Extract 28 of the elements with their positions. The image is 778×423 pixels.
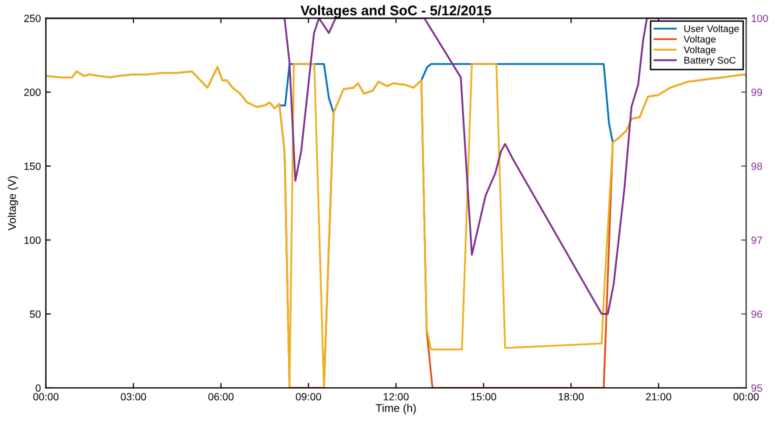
x-tick-label: 09:00: [296, 393, 322, 400]
y2-tick-label: 95: [751, 384, 762, 392]
y2-tick-label: 99: [751, 88, 762, 96]
y-tick-label: 0: [36, 384, 41, 392]
x-tick-label: 00:00: [733, 393, 759, 400]
legend-label: User Voltage: [684, 24, 739, 34]
y2-tick-label: 97: [751, 236, 762, 244]
legend-label: Battery SoC: [684, 56, 736, 66]
x-tick-label: 15:00: [471, 393, 496, 400]
y-axis-title: Voltage (V): [8, 176, 18, 230]
x-tick-label: 18:00: [558, 393, 584, 400]
legend-label: Voltage: [684, 46, 716, 56]
y-tick-label: 250: [24, 14, 41, 22]
y-tick-label: 100: [24, 236, 41, 244]
x-tick-label: 12:00: [384, 393, 409, 400]
y2-tick-label: 100: [752, 14, 768, 22]
x-axis-title: Time (h): [376, 404, 416, 414]
y-tick-label: 150: [24, 162, 41, 170]
chart-title: Voltages and SoC - 5/12/2015: [300, 5, 492, 18]
legend-label: Voltage: [684, 36, 716, 45]
y-tick-label: 50: [30, 310, 41, 318]
y2-tick-label: 96: [751, 310, 762, 318]
x-tick-label: 06:00: [208, 393, 234, 400]
y-tick-label: 200: [24, 88, 41, 96]
x-tick-label: 00:00: [33, 393, 59, 400]
x-tick-label: 21:00: [646, 393, 672, 400]
y2-tick-label: 98: [751, 162, 762, 170]
x-tick-label: 03:00: [120, 393, 146, 400]
